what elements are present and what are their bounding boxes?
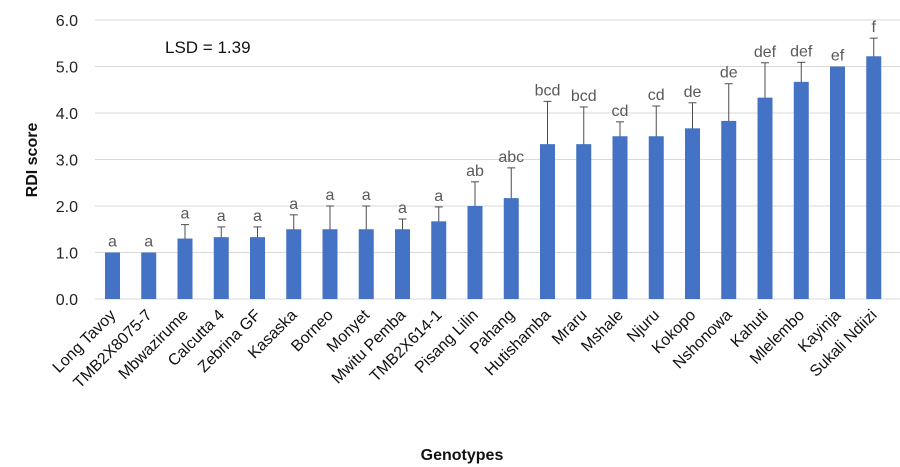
significance-letter: f	[872, 19, 877, 36]
bar	[431, 221, 447, 299]
bar	[576, 144, 592, 299]
significance-letter: cd	[612, 103, 629, 120]
significance-letter: bcd	[571, 88, 597, 105]
bar	[141, 252, 157, 299]
significance-letter: def	[790, 43, 813, 60]
error-bars	[181, 37, 878, 253]
bars	[105, 56, 882, 299]
significance-letter: ef	[831, 48, 845, 65]
significance-letter: de	[720, 65, 738, 82]
bar	[793, 81, 809, 299]
significance-letter: a	[434, 188, 443, 205]
bar	[358, 229, 374, 299]
bar	[685, 128, 700, 299]
bar	[395, 229, 410, 299]
y-tick-label: 1.0	[56, 246, 78, 263]
significance-letter: a	[181, 206, 190, 223]
bar	[105, 252, 120, 299]
significance-letter: ab	[466, 163, 484, 180]
bar	[648, 136, 664, 299]
x-axis-title: Genotypes	[421, 447, 504, 464]
y-axis-title: RDI score	[24, 123, 41, 198]
x-tick-labels: Long TavoyTMB2X8075-7MbwazirumeCalcutta …	[50, 306, 881, 391]
significance-letter: bcd	[535, 82, 561, 99]
significance-letter: a	[398, 200, 407, 217]
significance-letter: abc	[498, 149, 524, 166]
significance-letter: def	[754, 44, 777, 61]
bar	[757, 97, 773, 299]
significance-letter: a	[253, 208, 262, 225]
y-tick-label: 2.0	[56, 199, 78, 216]
bar	[286, 229, 302, 299]
y-tick-label: 0.0	[56, 292, 78, 309]
bar	[540, 144, 555, 299]
bar	[503, 198, 519, 299]
bar	[177, 238, 193, 299]
bar	[830, 66, 845, 299]
significance-letter: a	[326, 187, 335, 204]
y-tick-labels: 0.0 1.0 2.0 3.0 4.0 5.0 6.0	[56, 13, 78, 309]
bar	[213, 237, 229, 299]
significance-letter: a	[217, 208, 226, 225]
gridlines	[95, 19, 900, 300]
significance-letter: a	[144, 234, 153, 251]
y-tick-label: 6.0	[56, 13, 78, 30]
significance-letter: cd	[648, 87, 665, 104]
lsd-annotation: LSD = 1.39	[165, 38, 251, 57]
bar	[250, 237, 265, 299]
bar	[467, 206, 483, 299]
y-tick-label: 4.0	[56, 106, 78, 123]
significance-letter: a	[108, 234, 117, 251]
bar	[612, 136, 628, 299]
y-tick-label: 3.0	[56, 153, 78, 170]
bar	[866, 56, 882, 299]
significance-letter: a	[362, 187, 371, 204]
significance-letter: a	[289, 196, 298, 213]
bar	[721, 120, 737, 299]
bar	[322, 229, 338, 299]
significance-letter: de	[684, 84, 702, 101]
y-tick-label: 5.0	[56, 60, 78, 77]
